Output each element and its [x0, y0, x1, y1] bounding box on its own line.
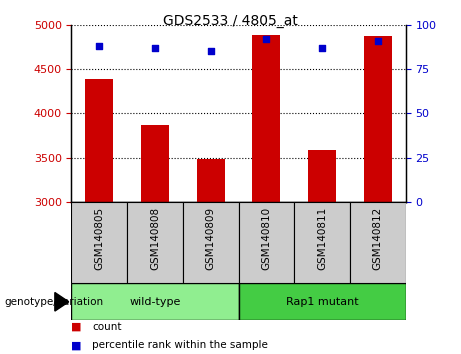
Text: ■: ■	[71, 322, 82, 332]
Text: Rap1 mutant: Rap1 mutant	[286, 297, 359, 307]
Point	[263, 36, 270, 42]
Point	[95, 43, 103, 49]
Bar	[253, 35, 280, 202]
Bar	[141, 125, 169, 202]
Point	[207, 48, 214, 54]
Text: GSM140808: GSM140808	[150, 207, 160, 270]
Bar	[294, 202, 350, 283]
Text: percentile rank within the sample: percentile rank within the sample	[92, 340, 268, 350]
Bar	[71, 283, 239, 320]
Bar	[238, 283, 406, 320]
Text: GSM140805: GSM140805	[95, 207, 104, 270]
Bar	[183, 202, 238, 283]
Polygon shape	[55, 292, 69, 311]
Text: ■: ■	[71, 340, 82, 350]
Text: GSM140812: GSM140812	[373, 207, 383, 270]
Bar	[350, 202, 406, 283]
Text: GSM140810: GSM140810	[261, 207, 272, 270]
Bar	[308, 149, 336, 202]
Text: wild-type: wild-type	[130, 297, 181, 307]
Text: count: count	[92, 322, 122, 332]
Text: GSM140809: GSM140809	[206, 207, 216, 270]
Bar	[85, 79, 113, 202]
Text: GDS2533 / 4805_at: GDS2533 / 4805_at	[163, 14, 298, 28]
Bar	[127, 202, 183, 283]
Bar	[71, 202, 127, 283]
Text: genotype/variation: genotype/variation	[5, 297, 104, 307]
Text: GSM140811: GSM140811	[317, 207, 327, 270]
Bar	[197, 159, 225, 202]
Point	[151, 45, 159, 51]
Bar	[238, 202, 294, 283]
Point	[319, 45, 326, 51]
Point	[374, 38, 382, 44]
Bar	[364, 36, 392, 202]
